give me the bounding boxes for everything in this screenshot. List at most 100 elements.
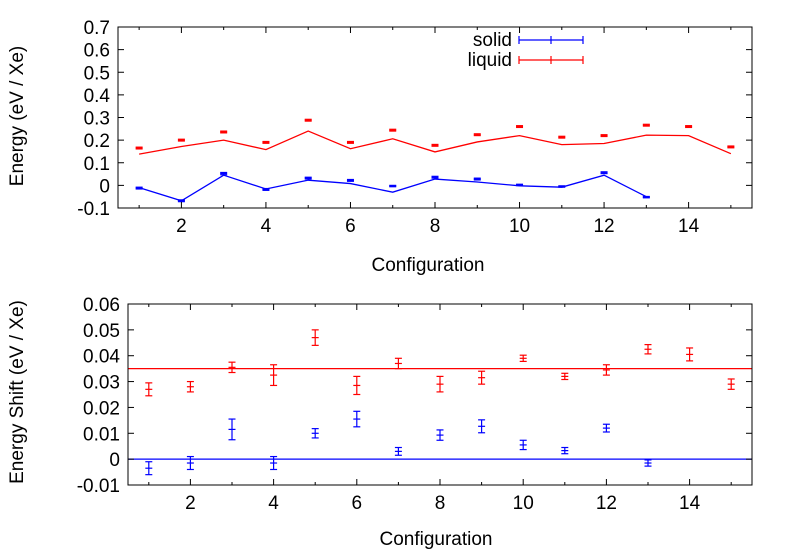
energy-point-solid (304, 176, 312, 180)
energy-point-solid (642, 195, 650, 199)
shift-point-blue (228, 418, 236, 441)
shift-point-red (644, 343, 652, 355)
energy-point-liquid (473, 133, 481, 137)
shift-point-red (145, 382, 153, 397)
energy-y-tick-label: -0.1 (77, 199, 110, 220)
energy-shift-chart-axes: 2 4 6 8 10 12 14 -0.01 0 0.01 0.02 0.03 0.04 0.05 0.06 (77, 295, 753, 514)
energy-x-tick-label: 2 (176, 216, 187, 237)
shift-point-blue (353, 410, 361, 428)
energy-point-solid (431, 175, 439, 179)
energy-x-tick-label: 14 (678, 216, 700, 237)
shift-point-blue (270, 455, 278, 471)
shift-x-tick-label: 8 (435, 493, 446, 514)
energy-point-solid (220, 171, 228, 176)
energy-chart-axes: 2 4 6 8 10 12 14 -0.100.10.20.30.40.50.60.7 (77, 18, 753, 237)
energy-x-tick-label: 12 (593, 216, 614, 237)
energy-point-solid (177, 199, 185, 203)
energy-x-tick-label: 8 (430, 216, 441, 237)
energy-y-tick-label: 0.1 (84, 154, 110, 175)
energy-point-liquid (600, 134, 608, 138)
energy-x-tick-label: 6 (345, 216, 356, 237)
energy-point-liquid (262, 140, 270, 144)
energy-point-solid (473, 177, 481, 181)
energy-x-tick-label: 10 (509, 216, 530, 237)
shift-point-blue (561, 446, 569, 455)
shift-y-tick-label: 0.04 (83, 347, 120, 368)
energy-chart-xlabel: Configuration (371, 255, 484, 276)
shift-point-blue (644, 459, 652, 467)
energy-y-tick-label: 0.7 (84, 18, 110, 39)
energy-point-liquid (558, 135, 566, 139)
energy-series-line-solid (138, 174, 647, 202)
shift-point-blue (519, 439, 527, 451)
energy-x-tick-label: 4 (261, 216, 272, 237)
shift-point-red (228, 361, 236, 374)
shift-point-red (519, 354, 527, 363)
shift-x-tick-label: 6 (352, 493, 363, 514)
shift-point-blue (436, 429, 444, 441)
energy-y-tick-label: 0.3 (84, 109, 110, 130)
energy-point-solid (389, 184, 397, 188)
shift-point-red (727, 378, 735, 390)
shift-y-tick-label: 0 (109, 450, 120, 471)
shift-point-blue (145, 461, 153, 476)
shift-plot-frame (127, 303, 753, 486)
energy-point-solid (600, 171, 608, 175)
legend: solid liquid (468, 30, 584, 71)
shift-point-blue (478, 419, 486, 434)
shift-y-tick-label: 0.05 (83, 321, 120, 342)
legend-label-liquid: liquid (468, 50, 512, 71)
energy-shift-chart-ylabel: Energy Shift (eV / Xe) (7, 300, 28, 484)
energy-point-liquid (135, 146, 143, 150)
shift-x-tick-label: 14 (679, 493, 701, 514)
legend-label-solid: solid (473, 30, 512, 51)
shift-y-tick-label: 0.02 (83, 398, 120, 419)
energy-chart: 2 4 6 8 10 12 14 -0.100.10.20.30.40.50.60.7 Con… (7, 18, 753, 276)
energy-chart-marks (135, 118, 735, 203)
energy-shift-chart-xlabel: Configuration (379, 529, 492, 550)
shift-x-tick-label: 2 (185, 493, 196, 514)
shift-point-red (186, 380, 194, 393)
energy-point-liquid (431, 143, 439, 147)
shift-point-red (394, 357, 402, 370)
energy-shift-chart: 2 4 6 8 10 12 14 -0.01 0 0.01 0.02 0.03 0.04 0.05 0.06… (7, 295, 753, 550)
energy-point-solid (558, 185, 566, 188)
shift-point-blue (311, 428, 319, 439)
energy-series-line-liquid (139, 130, 732, 155)
shift-y-tick-label: 0.06 (83, 295, 120, 316)
energy-y-tick-label: 0.5 (84, 63, 110, 84)
shift-point-red (311, 329, 319, 346)
energy-point-solid (516, 183, 524, 187)
shift-x-tick-label: 10 (513, 493, 534, 514)
shift-x-tick-label: 4 (268, 493, 279, 514)
shift-point-red (478, 370, 486, 385)
energy-point-liquid (346, 140, 354, 144)
energy-y-tick-label: 0.2 (84, 131, 110, 152)
energy-point-liquid (727, 145, 735, 149)
energy-chart-ylabel: Energy (eV / Xe) (7, 46, 28, 186)
shift-y-tick-label: 0.03 (83, 373, 120, 394)
shift-point-red (353, 375, 361, 396)
energy-y-tick-label: 0.6 (84, 41, 110, 62)
legend-entry-solid: solid (473, 30, 584, 51)
energy-point-solid (346, 178, 354, 182)
shift-y-tick-label: 0.01 (83, 424, 120, 445)
energy-shift-chart-marks (128, 329, 752, 476)
shift-y-tick-label: -0.01 (77, 476, 120, 497)
energy-point-liquid (389, 128, 397, 132)
shift-point-red (561, 372, 569, 381)
shift-point-blue (394, 446, 402, 456)
energy-point-liquid (516, 125, 524, 129)
shift-point-red (270, 364, 278, 387)
energy-point-solid (262, 187, 270, 191)
energy-point-liquid (685, 125, 693, 129)
shift-point-red (602, 364, 610, 376)
energy-point-liquid (177, 138, 185, 142)
shift-x-tick-label: 12 (596, 493, 617, 514)
energy-point-liquid (304, 118, 312, 122)
legend-entry-liquid: liquid (468, 50, 584, 71)
energy-point-liquid (220, 130, 228, 134)
shift-point-red (436, 375, 444, 393)
energy-point-liquid (642, 123, 650, 127)
